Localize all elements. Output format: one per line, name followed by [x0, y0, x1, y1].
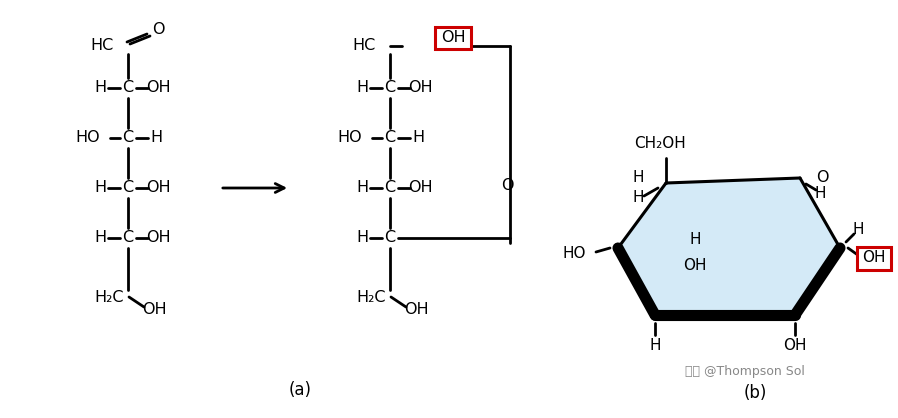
- Text: H: H: [356, 81, 368, 95]
- Text: O: O: [152, 23, 164, 38]
- Text: OH: OH: [683, 257, 707, 273]
- Text: H: H: [690, 232, 700, 247]
- Text: H: H: [632, 171, 644, 186]
- Text: HO: HO: [338, 130, 362, 145]
- Text: C: C: [122, 130, 134, 145]
- Text: H: H: [814, 186, 826, 201]
- Text: OH: OH: [408, 81, 432, 95]
- Text: C: C: [384, 181, 395, 196]
- Bar: [857, 247, 891, 270]
- Text: OH: OH: [408, 181, 432, 196]
- Text: C: C: [384, 81, 395, 95]
- Text: H: H: [94, 181, 106, 196]
- Text: H: H: [356, 230, 368, 245]
- Text: C: C: [384, 230, 395, 245]
- Text: OH: OH: [404, 301, 428, 316]
- Polygon shape: [618, 178, 840, 315]
- Text: H: H: [412, 130, 424, 145]
- Text: OH: OH: [441, 31, 465, 46]
- Text: C: C: [122, 81, 134, 95]
- Text: H: H: [150, 130, 162, 145]
- Text: HC: HC: [353, 38, 376, 54]
- Text: H: H: [852, 222, 864, 237]
- Text: H: H: [94, 81, 106, 95]
- Text: HO: HO: [562, 245, 586, 260]
- Text: H: H: [356, 181, 368, 196]
- Text: C: C: [384, 130, 395, 145]
- Text: OH: OH: [145, 181, 171, 196]
- Text: HO: HO: [75, 130, 100, 145]
- Text: H₂C: H₂C: [357, 290, 386, 304]
- Text: C: C: [122, 230, 134, 245]
- Text: H: H: [94, 230, 106, 245]
- Text: HC: HC: [91, 38, 114, 54]
- Text: H: H: [649, 337, 661, 352]
- Text: OH: OH: [862, 250, 885, 265]
- Text: O: O: [815, 171, 828, 186]
- Text: OH: OH: [145, 81, 171, 95]
- Text: H₂C: H₂C: [94, 290, 124, 304]
- Text: C: C: [122, 181, 134, 196]
- Text: H: H: [632, 191, 644, 206]
- Text: CH₂OH: CH₂OH: [634, 135, 686, 150]
- Text: OH: OH: [783, 337, 806, 352]
- Text: OH: OH: [142, 301, 166, 316]
- Text: OH: OH: [145, 230, 171, 245]
- Text: O: O: [501, 178, 514, 194]
- Text: 知乎 @Thompson Sol: 知乎 @Thompson Sol: [685, 365, 805, 379]
- Text: (b): (b): [744, 384, 767, 402]
- Bar: [435, 27, 471, 49]
- Text: (a): (a): [288, 381, 312, 399]
